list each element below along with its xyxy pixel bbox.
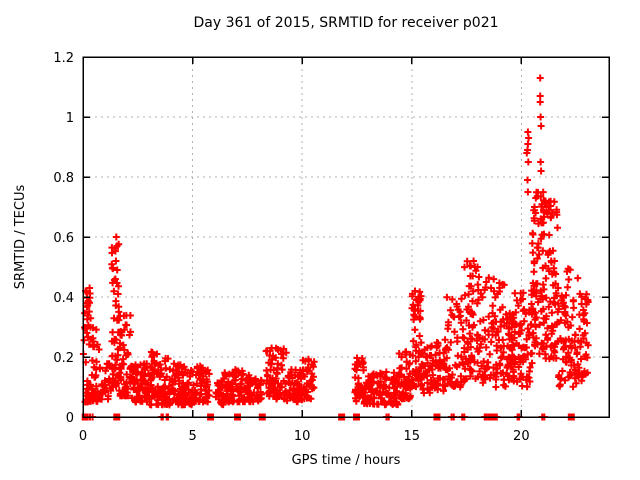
svg-text:10: 10 bbox=[294, 429, 311, 444]
axes-frame bbox=[82, 56, 610, 418]
chart-title: Day 361 of 2015, SRMTID for receiver p02… bbox=[193, 15, 498, 31]
svg-text:5: 5 bbox=[188, 429, 196, 444]
svg-text:0: 0 bbox=[66, 411, 74, 426]
svg-text:15: 15 bbox=[403, 429, 420, 444]
svg-text:0: 0 bbox=[79, 429, 87, 444]
svg-text:1.2: 1.2 bbox=[53, 51, 74, 66]
svg-text:1: 1 bbox=[66, 111, 74, 126]
y-axis-label: SRMTID / TECUs bbox=[13, 185, 28, 290]
svg-text:0.8: 0.8 bbox=[53, 171, 74, 186]
svg-text:0.2: 0.2 bbox=[53, 351, 74, 366]
svg-text:0.6: 0.6 bbox=[53, 231, 74, 246]
data-points bbox=[79, 74, 592, 421]
svg-text:0.4: 0.4 bbox=[53, 291, 74, 306]
x-axis-label: GPS time / hours bbox=[292, 453, 401, 468]
svg-text:20: 20 bbox=[513, 429, 530, 444]
tick-labels: 0 5 10 15 20 0 0.2 0.4 0.6 0.8 1 1.2 bbox=[53, 51, 529, 444]
